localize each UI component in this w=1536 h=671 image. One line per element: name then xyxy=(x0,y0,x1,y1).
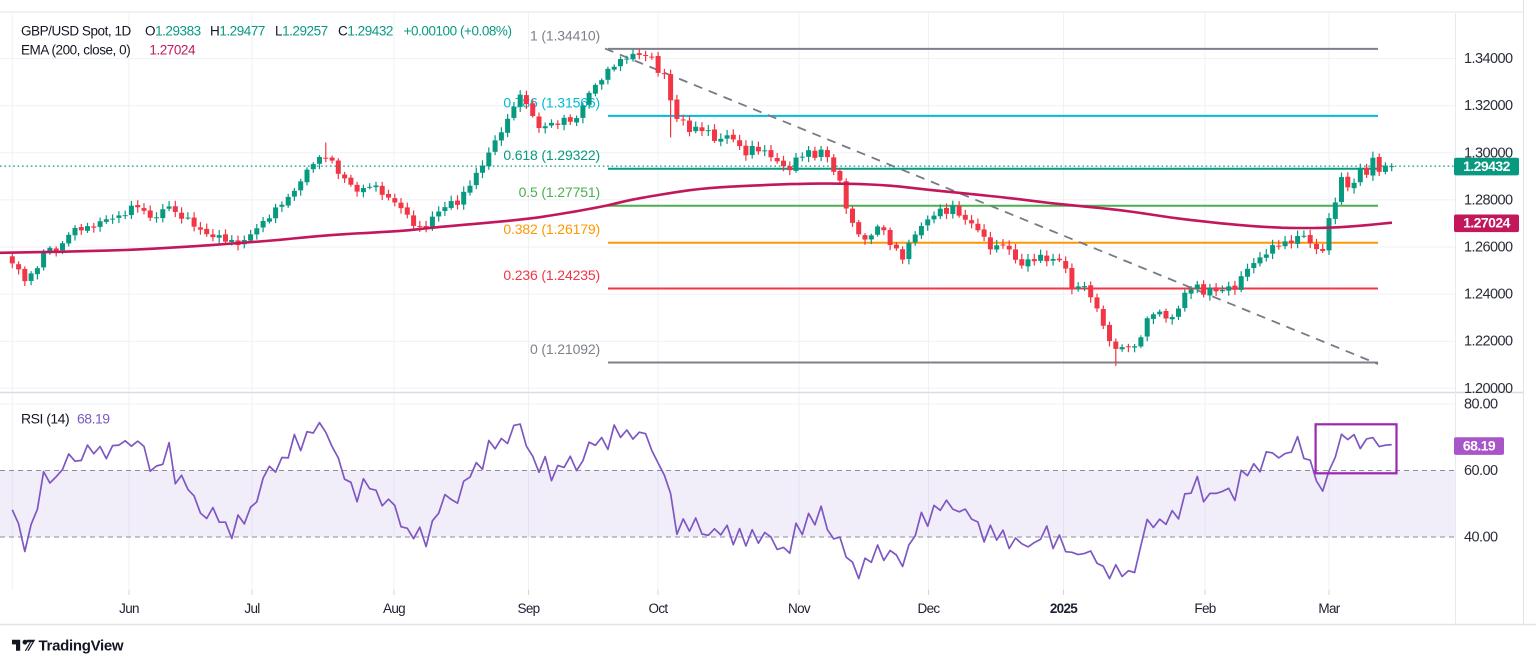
svg-text:1.34000: 1.34000 xyxy=(1464,51,1513,67)
svg-text:TradingView: TradingView xyxy=(39,638,124,655)
svg-text:1.32000: 1.32000 xyxy=(1464,98,1513,114)
svg-text:1 (1.34410): 1 (1.34410) xyxy=(530,27,600,43)
svg-text:0.382 (1.26179): 0.382 (1.26179) xyxy=(503,221,600,237)
svg-text:RSI (14)68.19: RSI (14) 68.19 xyxy=(21,411,110,427)
svg-text:1.24000: 1.24000 xyxy=(1464,287,1513,303)
svg-text:1.20000: 1.20000 xyxy=(1464,381,1513,397)
svg-text:1.27024: 1.27024 xyxy=(1463,215,1511,231)
svg-text:0 (1.21092): 0 (1.21092) xyxy=(530,341,600,357)
svg-text:0.236 (1.24235): 0.236 (1.24235) xyxy=(503,267,600,283)
svg-text:1.22000: 1.22000 xyxy=(1464,334,1513,350)
svg-text:1.28000: 1.28000 xyxy=(1464,192,1513,208)
svg-text:Jul: Jul xyxy=(244,601,260,616)
svg-text:1.30000: 1.30000 xyxy=(1464,145,1513,161)
svg-text:Jun: Jun xyxy=(119,601,139,616)
svg-text:0.618 (1.29322): 0.618 (1.29322) xyxy=(503,147,600,163)
svg-text:Sep: Sep xyxy=(518,601,540,616)
svg-text:1.26000: 1.26000 xyxy=(1464,240,1513,256)
svg-text:Aug: Aug xyxy=(383,601,405,616)
svg-text:60.00: 60.00 xyxy=(1464,463,1498,479)
svg-text:1.29432: 1.29432 xyxy=(1463,158,1511,174)
svg-text:Dec: Dec xyxy=(918,601,941,616)
svg-text:Oct: Oct xyxy=(649,601,669,616)
svg-text:EMA (200, close, 0)1.27024: EMA (200, close, 0) 1.27024 xyxy=(21,43,196,58)
svg-text:2025: 2025 xyxy=(1050,601,1078,616)
svg-text:68.19: 68.19 xyxy=(1463,437,1496,453)
svg-text:Mar: Mar xyxy=(1318,601,1340,616)
svg-text:80.00: 80.00 xyxy=(1464,397,1498,413)
svg-text:0.5 (1.27751): 0.5 (1.27751) xyxy=(519,184,600,200)
svg-text:40.00: 40.00 xyxy=(1464,530,1498,546)
svg-text:Feb: Feb xyxy=(1194,601,1215,616)
svg-text:Nov: Nov xyxy=(788,601,811,616)
